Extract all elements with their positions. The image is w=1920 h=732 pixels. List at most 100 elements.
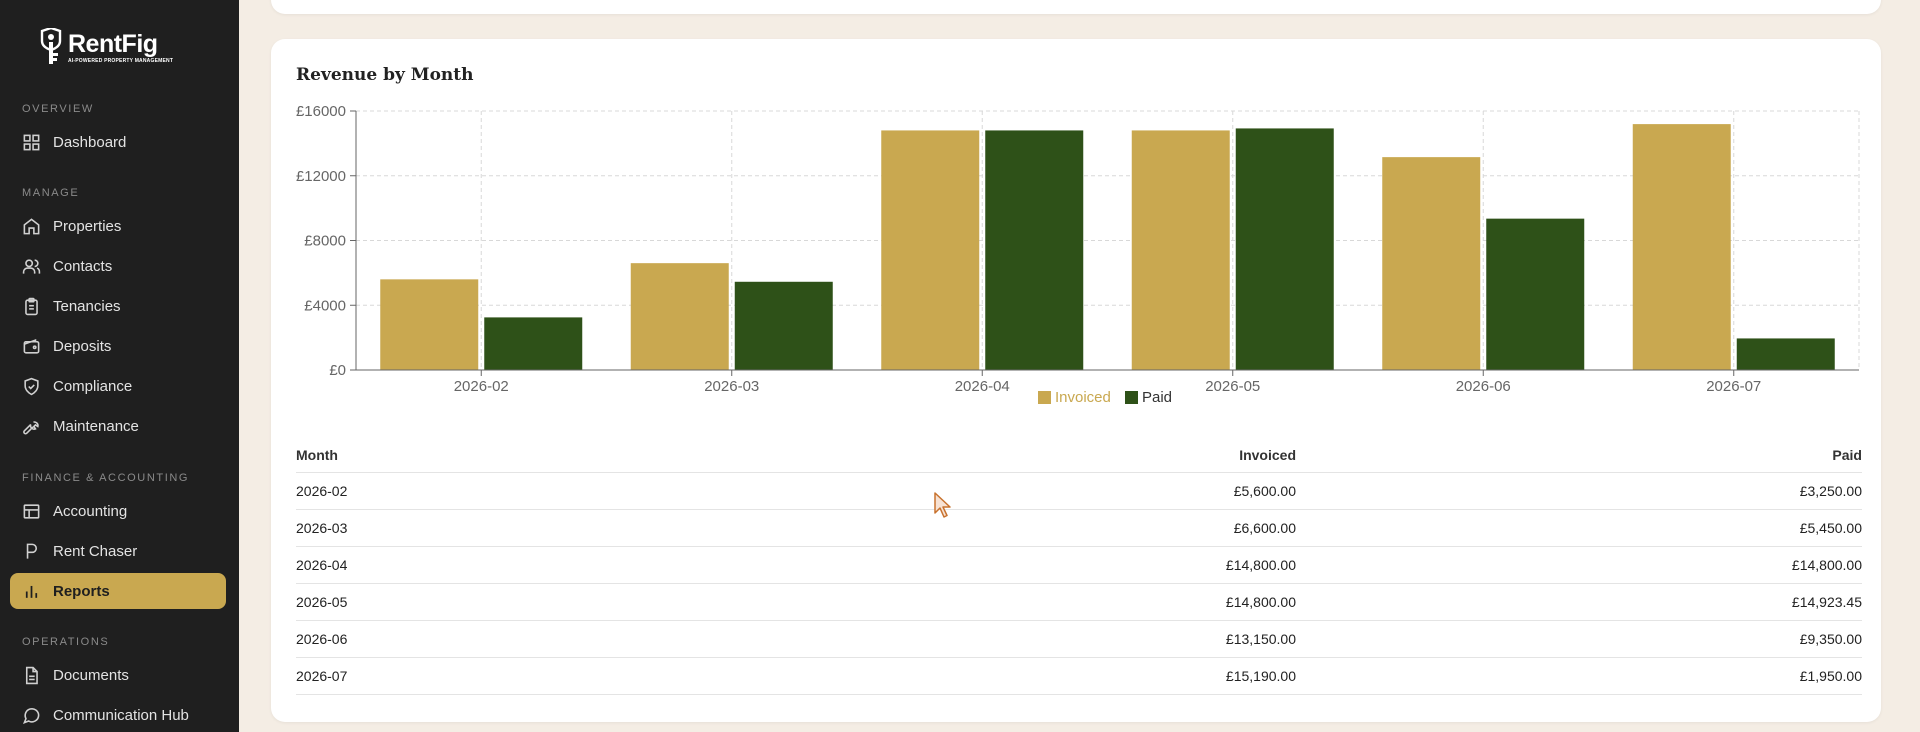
section-label-manage: MANAGE <box>22 187 80 199</box>
y-tick-label: £16000 <box>296 103 346 120</box>
table-row: 2026-03 £6,600.00 £5,450.00 <box>296 510 1862 547</box>
cell-invoiced: £6,600.00 <box>1233 520 1296 536</box>
sidebar: RentFig AI-POWERED PROPERTY MANAGEMENT O… <box>0 0 239 732</box>
x-tick-label: 2026-04 <box>955 378 1010 395</box>
section-label-finance: FINANCE & ACCOUNTING <box>22 472 190 484</box>
chat-icon <box>22 707 40 724</box>
x-tick-label: 2026-06 <box>1456 378 1511 395</box>
wallet-icon <box>23 338 40 354</box>
brand-logo[interactable]: RentFig AI-POWERED PROPERTY MANAGEMENT <box>38 28 173 66</box>
cell-invoiced: £13,150.00 <box>1225 631 1296 647</box>
revenue-table: Month Invoiced Paid 2026-02 £5,600.00 £3… <box>296 438 1862 695</box>
nav-label: Documents <box>53 666 129 684</box>
users-icon <box>22 258 41 274</box>
y-tick-label: £0 <box>329 362 346 379</box>
nav-label: Rent Chaser <box>53 542 138 560</box>
home-icon <box>23 217 40 234</box>
nav-item-contacts[interactable]: Contacts <box>10 248 226 284</box>
bar-paid-2026-05 <box>1235 128 1334 370</box>
bar-paid-2026-07 <box>1736 338 1835 370</box>
table-row: 2026-05 £14,800.00 £14,923.45 <box>296 584 1862 621</box>
cell-paid: £3,250.00 <box>1799 483 1862 499</box>
nav-item-maintenance[interactable]: Maintenance <box>10 408 226 444</box>
nav-item-deposits[interactable]: Deposits <box>10 328 226 364</box>
table-row: 2026-06 £13,150.00 £9,350.00 <box>296 621 1862 658</box>
cell-invoiced: £5,600.00 <box>1233 483 1296 499</box>
bar-invoiced-2026-02 <box>380 279 479 370</box>
mouse-cursor-icon <box>934 492 951 518</box>
bar-paid-2026-06 <box>1486 218 1585 370</box>
cell-invoiced: £14,800.00 <box>1225 557 1296 573</box>
nav-label: Reports <box>53 582 110 600</box>
cell-month: 2026-07 <box>296 668 348 684</box>
nav-item-dashboard[interactable]: Dashboard <box>10 124 226 160</box>
table-row: 2026-02 £5,600.00 £3,250.00 <box>296 473 1862 510</box>
cell-paid: £5,450.00 <box>1799 520 1862 536</box>
document-icon <box>25 666 38 684</box>
bar-paid-2026-02 <box>484 317 583 370</box>
card-title: Revenue by Month <box>296 65 474 85</box>
cell-month: 2026-02 <box>296 483 348 499</box>
nav-item-communication-hub[interactable]: Communication Hub <box>10 697 226 732</box>
table-row: 2026-04 £14,800.00 £14,800.00 <box>296 547 1862 584</box>
brand-tagline: AI-POWERED PROPERTY MANAGEMENT <box>68 57 174 64</box>
wrench-icon <box>23 420 39 434</box>
section-label-operations: OPERATIONS <box>22 636 110 648</box>
nav-label: Communication Hub <box>53 706 189 724</box>
x-tick-label: 2026-03 <box>704 378 759 395</box>
x-tick-label: 2026-02 <box>454 378 509 395</box>
bar-invoiced-2026-07 <box>1632 124 1731 370</box>
nav-item-accounting[interactable]: Accounting <box>10 493 226 529</box>
y-tick-label: £4000 <box>304 297 346 314</box>
cell-paid: £1,950.00 <box>1799 668 1862 684</box>
nav-item-properties[interactable]: Properties <box>10 208 226 244</box>
key-logo-icon <box>40 28 62 64</box>
nav-item-rent-chaser[interactable]: Rent Chaser <box>10 533 226 569</box>
nav-label: Dashboard <box>53 133 127 151</box>
previous-card <box>271 0 1881 14</box>
nav-label: Deposits <box>53 337 112 355</box>
table-icon <box>23 503 40 519</box>
table-row: 2026-07 £15,190.00 £1,950.00 <box>296 658 1862 695</box>
bar-invoiced-2026-06 <box>1382 157 1481 370</box>
bar-invoiced-2026-04 <box>881 130 980 370</box>
bar-invoiced-2026-03 <box>630 263 729 370</box>
header-invoiced: Invoiced <box>1239 447 1296 463</box>
cell-invoiced: £14,800.00 <box>1225 594 1296 610</box>
cell-month: 2026-03 <box>296 520 348 536</box>
cell-invoiced: £15,190.00 <box>1225 668 1296 684</box>
nav-item-tenancies[interactable]: Tenancies <box>10 288 226 324</box>
bar-paid-2026-04 <box>985 130 1084 370</box>
y-tick-label: £8000 <box>304 233 346 250</box>
bar-chart-icon <box>25 585 38 598</box>
cell-month: 2026-05 <box>296 594 348 610</box>
bar-paid-2026-03 <box>734 281 833 370</box>
nav-label: Contacts <box>53 257 113 275</box>
nav-item-reports[interactable]: Reports <box>10 573 226 609</box>
y-tick-label: £12000 <box>296 168 346 185</box>
main-content: Revenue by Month £0 £4000 £8000 £12000 £1600… <box>239 0 1920 732</box>
clipboard-icon <box>25 297 38 315</box>
cell-paid: £14,800.00 <box>1791 557 1862 573</box>
nav-label: Accounting <box>53 502 128 520</box>
shield-icon <box>24 377 39 395</box>
p-icon <box>26 543 38 559</box>
header-month: Month <box>296 447 338 463</box>
cell-month: 2026-06 <box>296 631 348 647</box>
legend-swatch-paid <box>1125 391 1138 404</box>
x-tick-label: 2026-07 <box>1706 378 1761 395</box>
cell-paid: £14,923.45 <box>1791 594 1862 610</box>
brand-name: RentFig <box>68 29 158 58</box>
nav-item-compliance[interactable]: Compliance <box>10 368 226 404</box>
nav-label: Tenancies <box>53 297 121 315</box>
nav-item-documents[interactable]: Documents <box>10 657 226 693</box>
bar-invoiced-2026-05 <box>1131 130 1230 370</box>
nav-label: Compliance <box>53 377 133 395</box>
grid-icon <box>23 134 40 150</box>
nav-label: Maintenance <box>53 417 139 435</box>
nav-label: Properties <box>53 217 122 235</box>
section-label-overview: OVERVIEW <box>22 103 94 115</box>
legend-swatch-invoiced <box>1038 391 1051 404</box>
header-paid: Paid <box>1832 447 1862 463</box>
cell-month: 2026-04 <box>296 557 348 573</box>
